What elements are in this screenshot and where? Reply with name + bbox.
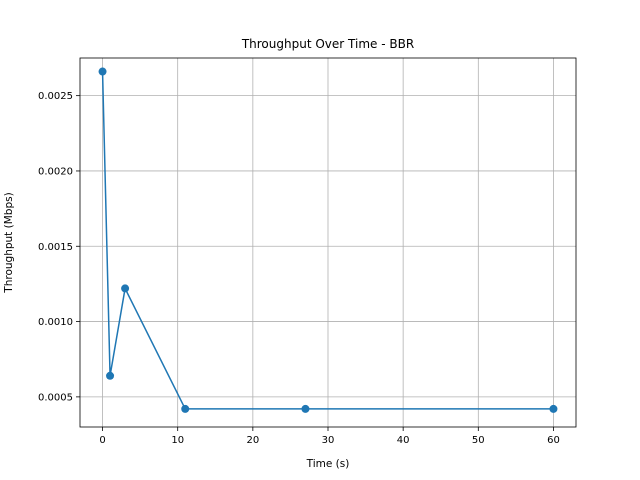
x-axis-label: Time (s) xyxy=(306,458,350,470)
series-line xyxy=(101,71,554,410)
axis-ticks: 0 10 20 30 40 50 60 0.0005 0.0010 0.0015 0.0020 0.0… xyxy=(38,91,560,446)
chart-title: Throughput Over Time - BBR xyxy=(241,37,414,51)
y-tick-label: 0.0010 xyxy=(38,317,73,328)
data-point xyxy=(121,284,130,293)
grid xyxy=(80,58,576,427)
x-tick-label: 0 xyxy=(99,435,105,446)
series-layer xyxy=(98,67,558,413)
x-tick-label: 40 xyxy=(397,435,410,446)
y-tick-label: 0.0015 xyxy=(38,242,73,253)
y-axis-label: Throughput (Mbps) xyxy=(3,192,15,293)
y-tick-label: 0.0020 xyxy=(38,166,73,177)
data-point xyxy=(98,67,107,76)
data-point xyxy=(301,404,310,413)
y-tick-label: 0.0005 xyxy=(38,392,73,403)
data-point xyxy=(106,371,115,380)
data-point xyxy=(549,404,558,413)
y-tick-label: 0.0025 xyxy=(38,91,73,102)
x-tick-label: 50 xyxy=(472,435,485,446)
x-tick-label: 30 xyxy=(322,435,335,446)
data-point xyxy=(181,404,190,413)
x-tick-label: 10 xyxy=(171,435,184,446)
x-tick-label: 20 xyxy=(246,435,259,446)
plot-frame xyxy=(79,57,577,428)
x-tick-label: 60 xyxy=(547,435,560,446)
